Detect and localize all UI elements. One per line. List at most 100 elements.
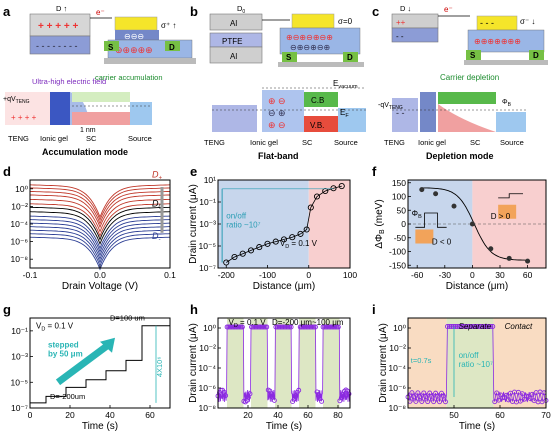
series-line	[30, 194, 170, 229]
data-point	[247, 247, 255, 254]
right-region-label: D > 0	[491, 212, 511, 221]
panel-a-letter: a	[3, 4, 11, 19]
x-tick-label: 60	[495, 410, 505, 420]
data-point	[258, 324, 264, 330]
substrate	[104, 58, 196, 64]
y-tick-label: 10⁻⁴	[10, 219, 28, 229]
y-tick-label: 0	[401, 219, 406, 229]
data-point	[285, 324, 291, 330]
conduction-band	[72, 92, 130, 102]
series-line	[29, 222, 171, 257]
series-line	[29, 236, 171, 271]
data-point	[320, 324, 326, 330]
data-point	[288, 324, 294, 330]
y-tick-label: 10⁻⁶	[11, 237, 28, 247]
axis-gel-c: Ionic gel	[418, 138, 446, 147]
x-axis-label: Distance (μm)	[253, 281, 315, 292]
x-tick-label: -0.1	[23, 270, 38, 280]
series-line	[29, 184, 171, 219]
axis-source-b: Source	[334, 138, 358, 147]
mode-title-b: Flat-band	[258, 151, 299, 161]
data-point	[417, 394, 423, 400]
x-tick-label: 40	[105, 410, 115, 420]
panel-letter: e	[190, 164, 197, 179]
data-point	[517, 398, 523, 404]
trend-arrow-head	[100, 337, 115, 353]
band-sketch-right	[498, 193, 523, 199]
series-line	[30, 203, 170, 238]
series-line	[29, 215, 171, 250]
data-point	[253, 324, 259, 330]
series-line	[29, 206, 171, 241]
data-point	[287, 324, 293, 330]
teng-bottom-charges-c: - -	[396, 32, 404, 41]
source-label: S	[108, 43, 114, 52]
data-point	[302, 324, 308, 330]
ptfe-label: PTFE	[222, 37, 242, 46]
x-tick-label: 0.0	[94, 270, 106, 280]
al-bottom-label: Al	[230, 52, 237, 61]
substrate-c	[464, 60, 548, 65]
data-point	[297, 230, 304, 237]
x-tick-label: 60	[145, 410, 155, 420]
data-point	[311, 324, 317, 330]
teng-band-charges: + + + +	[11, 113, 37, 122]
teng-top-charges-c: ++	[396, 18, 406, 27]
y-tick-label: 10⁰	[15, 184, 28, 194]
y-tick-label: 10⁻³	[11, 352, 28, 362]
plot-frame	[217, 317, 351, 409]
data-point	[525, 258, 531, 264]
y-axis-label: Drain current (μA)	[378, 323, 389, 403]
y-axis-label: ΔΦB (meV)	[374, 199, 386, 248]
data-point	[506, 397, 511, 403]
x-tick-label: 0	[470, 270, 475, 280]
data-point	[235, 324, 241, 330]
x-tick-label: 100	[343, 270, 357, 280]
phi-label: ΦB	[412, 209, 422, 220]
ratio-label: ratio ~10⁷	[226, 220, 260, 229]
panel-b: b D0 Al PTFE Al σ=0 ⊕⊖⊕⊖⊕⊖⊕ ⊖⊕⊖⊕⊖⊕ S D ⊕…	[190, 4, 366, 161]
data-point	[443, 399, 448, 405]
y-tick-label: -150	[389, 260, 406, 270]
source-contact-b	[282, 52, 297, 62]
accumulation-label: carrier accumulation	[95, 73, 163, 82]
x-axis-label: Time (s)	[82, 421, 118, 432]
panel-c: c D ↓ ++ - - e⁻ - - - σ⁻ ↓ ⊕⊕⊕⊕⊕⊕⊕ S D -…	[372, 4, 548, 161]
data-point	[227, 324, 233, 330]
y-tick-label: 100	[392, 192, 406, 202]
field-label: Ultra-high electric field	[32, 77, 106, 86]
data-point	[276, 324, 282, 330]
gel-band-c	[420, 92, 436, 132]
data-point	[282, 324, 288, 330]
data-point	[451, 203, 457, 209]
teng-bottom-charges: - - - - - - - -	[36, 41, 77, 51]
electron-arrow-label: e⁻	[96, 8, 105, 17]
data-point	[259, 324, 265, 330]
data-point	[519, 391, 525, 397]
depletion-label: Carrier depletion	[440, 73, 499, 82]
data-point	[247, 391, 253, 397]
data-point	[441, 393, 446, 399]
width-label: 1 nm	[80, 127, 96, 134]
y-tick-label: -100	[389, 247, 406, 257]
chart-d: d -0.1 0.0 0.1 10⁰ 10⁻² 10⁻⁴ 10⁻⁶ 10⁻⁸ Drain Volt…	[3, 164, 176, 292]
gate-charges-c: - - -	[480, 18, 494, 28]
x-tick-label: -60	[411, 270, 424, 280]
data-point	[506, 255, 512, 261]
data-point	[239, 324, 245, 330]
teng-top-charges: + + + + +	[38, 21, 78, 32]
panel-b-drive-label: D0	[237, 4, 245, 15]
series-line	[30, 198, 170, 233]
data-point	[280, 236, 288, 243]
qv-label: +qVTENG	[3, 96, 30, 105]
data-point	[500, 395, 506, 401]
data-point	[303, 324, 309, 330]
y-tick-label: 10⁻⁷	[11, 403, 28, 413]
panel-a: a D ↑ + + + + + - - - - - - - - e⁻ σ⁺ ↑ …	[3, 4, 196, 157]
x-axis-label: Distance (μm)	[446, 281, 508, 292]
plot-frame	[407, 317, 547, 409]
x-tick-label: -100	[259, 270, 276, 280]
gel-ions-c: ⊕⊕⊕⊕⊕⊕⊕	[474, 37, 521, 46]
gel-ions-3: ⊕ ⊖	[268, 120, 286, 130]
